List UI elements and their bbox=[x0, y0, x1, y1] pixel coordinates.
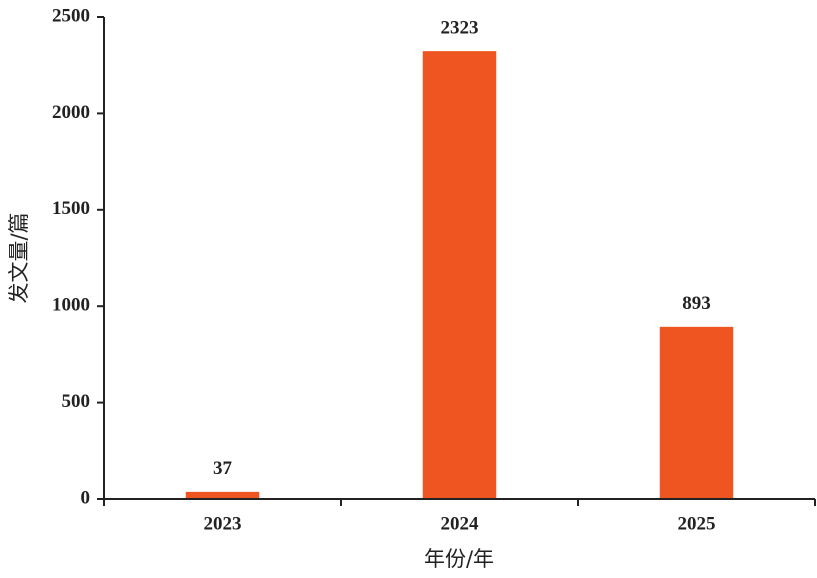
x-axis-title: 年份/年 bbox=[424, 547, 494, 571]
x-tick-label: 2025 bbox=[678, 513, 716, 534]
x-tick-label: 2024 bbox=[441, 513, 480, 534]
data-label: 2323 bbox=[441, 17, 479, 38]
bar bbox=[659, 326, 734, 499]
y-tick-label: 1500 bbox=[52, 198, 90, 219]
y-tick-label: 0 bbox=[81, 487, 91, 508]
data-label: 37 bbox=[213, 458, 233, 479]
y-tick-label: 500 bbox=[62, 391, 91, 412]
bar bbox=[185, 491, 260, 499]
y-tick-label: 2500 bbox=[52, 5, 90, 26]
data-label: 893 bbox=[682, 293, 711, 314]
x-tick-label: 2023 bbox=[204, 513, 242, 534]
bar bbox=[422, 51, 497, 499]
y-tick-label: 1000 bbox=[52, 295, 90, 316]
y-axis-title: 发文量/篇 bbox=[7, 212, 31, 303]
y-tick-label: 2000 bbox=[52, 102, 90, 123]
